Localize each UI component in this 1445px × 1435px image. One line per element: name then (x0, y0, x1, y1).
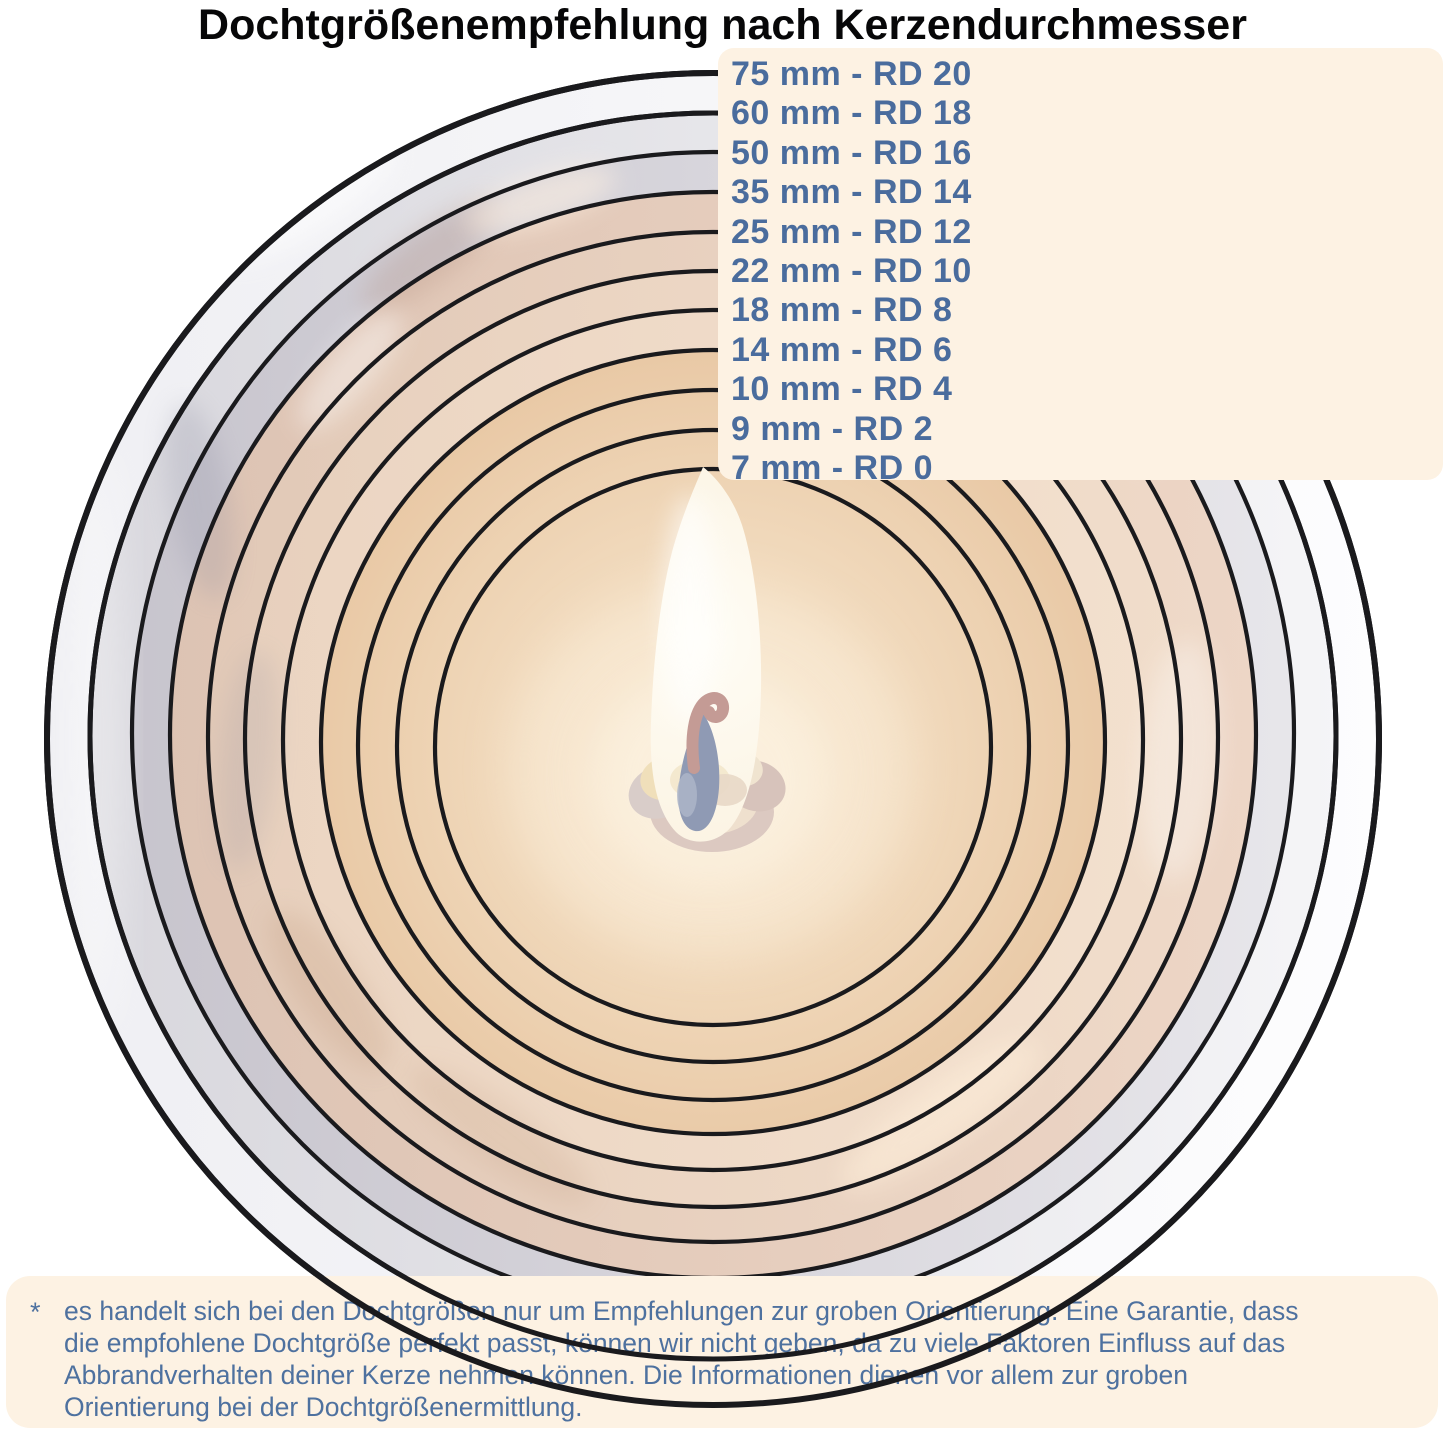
page-title: Dochtgrößenempfehlung nach Kerzendurchme… (198, 1, 1247, 49)
footnote-line: die empfohlene Dochtgröße perfekt passt,… (64, 1328, 1286, 1358)
legend-item-50mm: 50 mm - RD 16 (731, 133, 972, 172)
legend-item-35mm: 35 mm - RD 14 (731, 173, 972, 212)
legend-item-7mm: 7 mm - RD 0 (731, 449, 933, 488)
legend-item-75mm: 75 mm - RD 20 (731, 55, 972, 93)
footnote-asterisk: * (30, 1297, 41, 1327)
legend-item-25mm: 25 mm - RD 12 (731, 212, 972, 251)
legend-item-9mm: 9 mm - RD 2 (731, 409, 933, 448)
legend-item-22mm: 22 mm - RD 10 (731, 252, 972, 291)
legend-item-10mm: 10 mm - RD 4 (731, 370, 953, 409)
footnote-line: Orientierung bei der Dochtgrößenermittlu… (64, 1392, 583, 1422)
legend-panel: 75 mm - RD 20 60 mm - RD 18 50 mm - RD 1… (718, 48, 1443, 487)
footnote-panel: * es handelt sich bei den Dochtgrößen nu… (6, 1276, 1438, 1428)
legend-item-18mm: 18 mm - RD 8 (731, 291, 953, 330)
legend-item-60mm: 60 mm - RD 18 (731, 94, 972, 133)
legend-item-14mm: 14 mm - RD 6 (731, 330, 953, 369)
footnote-line: Abbrandverhalten deiner Kerze nehmen kön… (64, 1360, 1188, 1390)
footnote-line: es handelt sich bei den Dochtgrößen nur … (64, 1296, 1299, 1326)
